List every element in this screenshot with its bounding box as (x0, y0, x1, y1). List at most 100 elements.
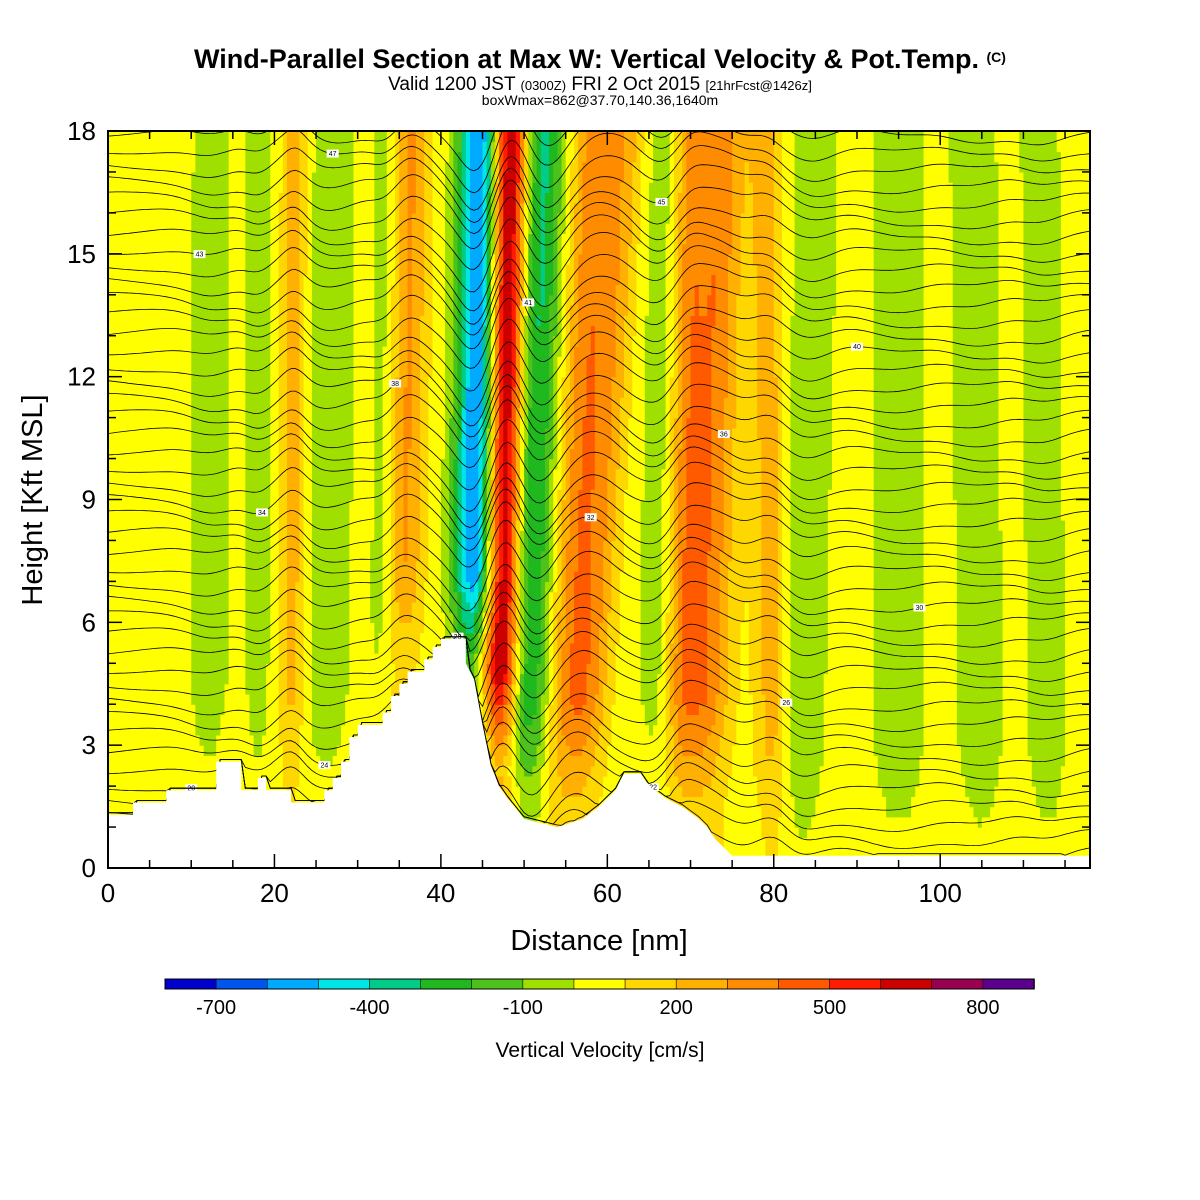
w-cell (790, 407, 833, 419)
w-cell (673, 315, 679, 327)
w-cell (956, 601, 1004, 613)
w-cell (549, 693, 554, 705)
w-cell (790, 745, 825, 757)
w-cell (711, 530, 725, 542)
w-cell (682, 356, 692, 368)
w-cell (665, 294, 675, 306)
w-cell (544, 458, 550, 470)
w-cell (411, 397, 421, 408)
w-cell (457, 571, 463, 582)
w-cell (420, 438, 429, 449)
w-cell (623, 315, 638, 327)
w-cell (777, 540, 783, 552)
w-cell (611, 704, 646, 716)
w-cell (524, 591, 529, 603)
w-cell (440, 550, 450, 562)
w-cell (582, 223, 621, 234)
w-cell (295, 622, 305, 634)
w-cell (761, 540, 779, 552)
w-cell (790, 775, 821, 787)
w-cell (707, 571, 721, 582)
w-cell (374, 325, 388, 337)
w-cell (386, 223, 396, 234)
w-cell (790, 530, 829, 542)
w-cell (349, 571, 371, 582)
w-cell (569, 171, 579, 183)
w-cell (873, 397, 925, 408)
w-cell (923, 376, 954, 388)
w-cell (382, 530, 392, 542)
w-cell (228, 202, 246, 214)
w-cell (540, 264, 546, 275)
w-cell (640, 663, 663, 675)
w-cell (632, 366, 646, 378)
w-cell (648, 305, 667, 316)
w-cell (777, 560, 783, 572)
w-cell (790, 786, 821, 797)
w-cell (465, 315, 471, 327)
w-cell (827, 622, 875, 634)
w-cell (278, 223, 288, 234)
w-cell (1060, 151, 1090, 163)
w-cell (390, 366, 400, 378)
w-cell (228, 356, 246, 368)
w-cell (249, 704, 267, 716)
w-cell (736, 417, 758, 429)
w-cell (1060, 233, 1090, 245)
w-cell (1060, 448, 1090, 460)
w-cell (1060, 366, 1090, 378)
w-cell (549, 653, 554, 664)
w-cell (544, 581, 554, 593)
w-cell (311, 632, 350, 644)
w-cell (727, 274, 742, 286)
w-cell (507, 632, 513, 644)
w-cell (511, 325, 517, 337)
w-cell (457, 612, 463, 623)
w-cell (673, 274, 679, 286)
w-cell (486, 212, 492, 224)
w-cell (490, 519, 496, 531)
w-cell (191, 325, 230, 337)
colorbar-swatch (318, 978, 371, 990)
w-cell (736, 294, 758, 306)
w-cell (270, 305, 280, 316)
w-cell (470, 366, 484, 378)
w-cell (453, 509, 459, 521)
w-cell (191, 591, 230, 603)
w-cell (515, 386, 521, 398)
w-cell (599, 642, 608, 654)
w-cell (678, 499, 687, 511)
w-cell (669, 192, 675, 204)
w-cell (108, 192, 192, 204)
w-cell (465, 182, 471, 194)
w-cell (286, 673, 296, 685)
w-cell (1027, 653, 1066, 664)
w-cell (303, 509, 313, 521)
w-cell (565, 284, 575, 296)
w-cell (374, 407, 384, 419)
w-cell (773, 345, 783, 357)
w-cell (503, 560, 509, 572)
w-cell (653, 141, 671, 153)
w-cell (640, 591, 663, 603)
w-cell (470, 161, 484, 173)
w-cell (1060, 438, 1090, 449)
w-cell (711, 519, 725, 531)
w-cell (603, 591, 613, 603)
w-cell (245, 673, 267, 685)
w-cell (299, 530, 305, 542)
w-cell (582, 243, 621, 255)
w-cell (245, 386, 271, 398)
w-cell (611, 407, 621, 419)
w-cell (665, 223, 675, 234)
w-cell (411, 325, 421, 337)
w-cell (640, 581, 663, 593)
w-cell (711, 479, 725, 490)
w-cell (836, 161, 875, 173)
w-cell (665, 714, 671, 726)
w-cell (544, 253, 554, 265)
w-cell (395, 581, 417, 593)
w-cell (486, 192, 492, 204)
w-cell (519, 345, 525, 357)
w-cell (445, 274, 454, 286)
